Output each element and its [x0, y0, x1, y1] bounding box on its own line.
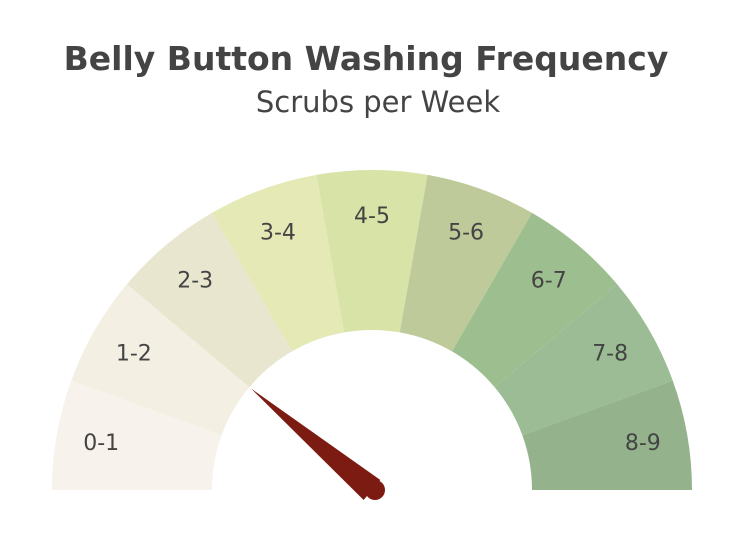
- gauge-sector-1-2: [71, 284, 250, 436]
- sector-label: 2-3: [177, 268, 213, 293]
- sector-label: 1-2: [116, 342, 152, 367]
- gauge-labels: 0-1 1-2 2-3 3-4 4-5 5-6 6-7 7-8 8-9: [83, 204, 661, 456]
- chart-subtitle: Scrubs per Week: [256, 85, 500, 119]
- gauge-sector-7-8: [494, 284, 673, 436]
- gauge-sector-3-4: [212, 174, 345, 352]
- gauge-sector-4-5: [316, 169, 428, 333]
- gauge-needle-group: [250, 388, 385, 500]
- chart-title: Belly Button Washing Frequency: [64, 39, 669, 78]
- sector-label: 4-5: [354, 204, 390, 229]
- sector-label: 5-6: [448, 221, 484, 246]
- gauge-needle-hub: [365, 480, 385, 500]
- sector-label: 0-1: [83, 431, 119, 456]
- gauge-sector-6-7: [452, 212, 618, 388]
- gauge-sectors: [52, 169, 692, 490]
- gauge-sector-2-3: [126, 212, 292, 388]
- sector-label: 8-9: [625, 431, 661, 456]
- gauge-sector-8-9: [522, 380, 692, 490]
- gauge-needle: [250, 388, 381, 500]
- sector-label: 3-4: [260, 221, 296, 246]
- sector-label: 7-8: [592, 342, 628, 367]
- sector-label: 6-7: [531, 268, 567, 293]
- gauge-sector-0-1: [52, 380, 222, 490]
- gauge-sector-5-6: [399, 174, 532, 352]
